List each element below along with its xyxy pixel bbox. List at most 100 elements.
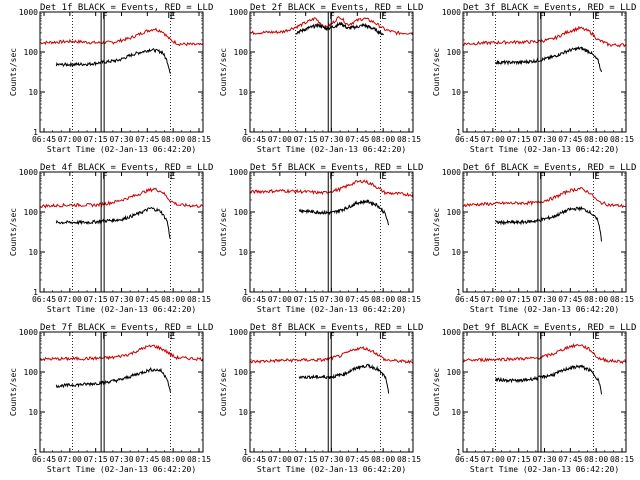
y-tick-label: 100 — [234, 48, 249, 57]
x-tick-label: 07:45 — [345, 295, 369, 304]
marker-label-f: F — [102, 332, 107, 342]
y-tick-label: 1 — [456, 128, 461, 137]
x-tick-label: 08:00 — [584, 455, 608, 464]
plot-frame — [39, 11, 204, 133]
marker-label-e: E — [594, 332, 599, 342]
x-tick-label: 06:45 — [32, 295, 56, 304]
x-tick-label: 06:45 — [32, 135, 56, 144]
marker-label-f: F — [539, 172, 544, 182]
x-tick-label: 08:15 — [397, 295, 421, 304]
x-tick-label: 07:00 — [58, 455, 82, 464]
panel-title: Det 7f BLACK = Events, RED = LLD — [40, 323, 213, 333]
x-axis-label: Start Time (02-Jan-13 06:42:20) — [257, 145, 406, 154]
x-tick-label: 08:15 — [610, 455, 634, 464]
x-tick-label: 08:15 — [610, 135, 634, 144]
x-tick-label: 06:45 — [455, 135, 479, 144]
x-axis-label: Start Time (02-Jan-13 06:42:20) — [470, 305, 619, 314]
x-tick-label: 07:45 — [558, 455, 582, 464]
x-tick-label: 07:45 — [345, 455, 369, 464]
plot-frame — [39, 171, 204, 293]
y-tick-label: 100 — [447, 208, 462, 217]
lld-series-line — [462, 187, 627, 209]
x-tick-label: 07:30 — [109, 455, 133, 464]
y-axis-label: Counts/sec — [9, 208, 18, 256]
y-tick-label: 10 — [238, 88, 248, 97]
x-tick-label: 08:15 — [187, 135, 211, 144]
x-tick-label: 07:00 — [58, 135, 82, 144]
marker-label-e: E — [381, 12, 386, 22]
marker-label-e: E — [594, 172, 599, 182]
x-tick-label: 07:15 — [294, 135, 318, 144]
x-tick-label: 08:15 — [187, 295, 211, 304]
x-axis-label: Start Time (02-Jan-13 06:42:20) — [47, 305, 196, 314]
events-series-line — [495, 205, 602, 242]
panel-title: Det 6f BLACK = Events, RED = LLD — [463, 163, 636, 173]
x-tick-label: 06:45 — [455, 295, 479, 304]
y-tick-label: 100 — [24, 48, 39, 57]
x-axis-label: Start Time (02-Jan-13 06:42:20) — [47, 465, 196, 474]
x-tick-label: 07:30 — [109, 135, 133, 144]
x-tick-label: 07:15 — [84, 135, 108, 144]
x-tick-label: 07:15 — [84, 295, 108, 304]
events-series-line — [55, 206, 171, 240]
y-tick-label: 10 — [451, 408, 461, 417]
events-series-line — [295, 21, 385, 36]
x-axis-label: Start Time (02-Jan-13 06:42:20) — [257, 305, 406, 314]
x-tick-label: 07:00 — [268, 455, 292, 464]
x-tick-label: 08:00 — [371, 295, 395, 304]
y-tick-label: 10 — [451, 88, 461, 97]
panel-title: Det 2f BLACK = Events, RED = LLD — [250, 3, 423, 13]
y-tick-label: 1000 — [19, 168, 38, 177]
x-axis-label: Start Time (02-Jan-13 06:42:20) — [470, 145, 619, 154]
panel-title: Det 8f BLACK = Events, RED = LLD — [250, 323, 423, 333]
x-tick-label: 07:30 — [319, 295, 343, 304]
x-tick-label: 08:00 — [584, 135, 608, 144]
marker-label-e: E — [381, 332, 386, 342]
x-tick-label: 07:45 — [345, 135, 369, 144]
x-tick-label: 08:00 — [161, 455, 185, 464]
y-axis-label: Counts/sec — [219, 208, 228, 256]
panel-title: Det 5f BLACK = Events, RED = LLD — [250, 163, 423, 173]
y-tick-label: 100 — [447, 368, 462, 377]
events-series-line — [495, 364, 602, 395]
y-axis-label: Counts/sec — [432, 208, 441, 256]
y-tick-label: 10 — [238, 408, 248, 417]
y-tick-label: 1000 — [229, 168, 248, 177]
lld-series-line — [462, 342, 627, 365]
x-tick-label: 07:15 — [507, 135, 531, 144]
x-tick-label: 07:30 — [319, 455, 343, 464]
y-tick-label: 10 — [451, 248, 461, 257]
x-axis-label: Start Time (02-Jan-13 06:42:20) — [257, 465, 406, 474]
x-tick-label: 07:00 — [58, 295, 82, 304]
y-tick-label: 10 — [28, 408, 38, 417]
x-tick-label: 07:30 — [532, 135, 556, 144]
y-axis-label: Counts/sec — [219, 368, 228, 416]
y-axis-label: Counts/sec — [219, 48, 228, 96]
lld-series-line — [462, 25, 627, 48]
y-axis-label: Counts/sec — [432, 368, 441, 416]
y-tick-label: 1 — [456, 288, 461, 297]
x-tick-label: 07:15 — [507, 455, 531, 464]
plot-frame — [462, 11, 627, 133]
panel-title: Det 4f BLACK = Events, RED = LLD — [40, 163, 213, 173]
panel-title: Det 9f BLACK = Events, RED = LLD — [463, 323, 636, 333]
marker-label-e: E — [170, 172, 175, 182]
x-tick-label: 07:45 — [135, 135, 159, 144]
events-series-line — [298, 199, 390, 226]
y-axis-label: Counts/sec — [9, 48, 18, 96]
x-tick-label: 07:45 — [135, 455, 159, 464]
x-tick-label: 07:15 — [294, 455, 318, 464]
x-tick-label: 07:45 — [558, 135, 582, 144]
x-tick-label: 07:30 — [532, 295, 556, 304]
lld-series-line — [39, 27, 204, 47]
y-axis-label: Counts/sec — [9, 368, 18, 416]
x-tick-label: 07:00 — [268, 135, 292, 144]
x-tick-label: 07:15 — [294, 295, 318, 304]
